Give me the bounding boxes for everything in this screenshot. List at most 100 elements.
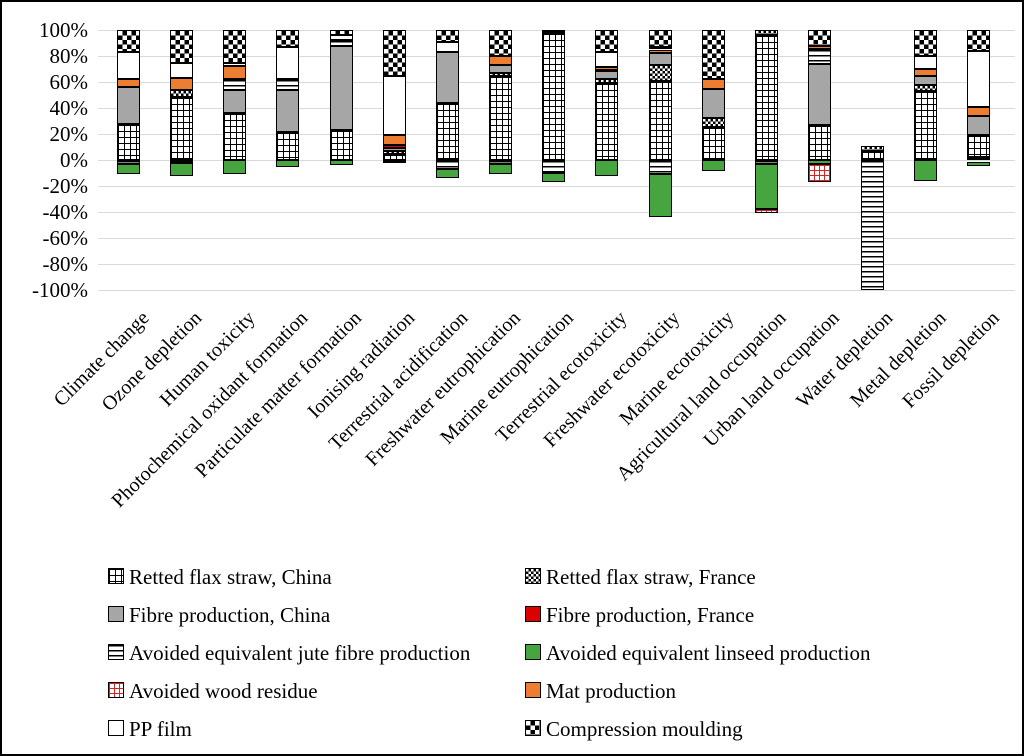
y-axis-tick-label: -40% xyxy=(42,200,89,224)
bar-segment-linseed xyxy=(117,163,140,175)
bar-segment-mat xyxy=(807,45,831,49)
y-axis-tick-label: 20% xyxy=(49,122,89,146)
bar-segment-compression xyxy=(382,30,406,76)
bar-segment-linseed xyxy=(223,160,247,174)
bar-segment-compression xyxy=(276,30,300,47)
x-axis-category-label: Fossil depletion xyxy=(897,307,1004,413)
bar-segment-mat xyxy=(223,66,247,80)
y-axis-tick-label: -100% xyxy=(32,278,88,302)
bar-segment-pp_film xyxy=(223,62,247,67)
bar-segment-compression xyxy=(701,30,725,79)
legend-label: Fibre production, China xyxy=(129,603,331,627)
legend-label: Fibre production, France xyxy=(546,603,755,627)
bar-segment-retted_china xyxy=(223,113,247,160)
bar-segment-retted_china xyxy=(329,130,353,160)
bar-segment-pp_film xyxy=(276,46,300,79)
bar-segment-jute xyxy=(329,40,353,46)
bar-segment-retted_china xyxy=(382,154,406,160)
bar-segment-retted_china xyxy=(967,135,991,158)
bar-segment-fibre_china xyxy=(223,89,247,114)
bar-segment-fibre_china xyxy=(117,87,140,124)
bar-segment-linseed xyxy=(648,174,672,218)
bar-segment-jute xyxy=(276,78,300,90)
x-axis-category-label: Photochemical oxidant formation xyxy=(107,307,313,512)
bar-segment-jute xyxy=(223,79,247,90)
bar-segment-compression xyxy=(170,30,194,63)
bar-segment-retted_france xyxy=(170,89,194,97)
bar-segment-mat xyxy=(170,78,194,90)
bar-segment-pp_film xyxy=(967,50,991,107)
bar-segment-retted_china xyxy=(861,150,885,160)
bar-segment-compression xyxy=(542,30,566,32)
bar-segment-pp_film xyxy=(170,62,194,79)
bar-segment-compression xyxy=(807,30,831,46)
bar-segment-mat xyxy=(595,67,619,70)
bar-segment-retted_france xyxy=(914,85,938,92)
bar-segment-jute xyxy=(542,160,566,173)
bar-segment-retted_france xyxy=(861,146,885,151)
legend-label: Compression moulding xyxy=(546,717,743,741)
bar-segment-pp_film xyxy=(382,75,406,136)
gridline xyxy=(98,264,1015,265)
bar-segment-retted_france xyxy=(489,72,513,77)
pp_film-pattern-swatch-icon xyxy=(108,720,124,736)
bar-segment-retted_china xyxy=(276,132,300,160)
bar-segment-retted_china xyxy=(648,80,672,160)
bar-segment-mat xyxy=(382,135,406,146)
y-axis-tick-label: -20% xyxy=(42,174,89,198)
bar-segment-retted_china xyxy=(595,83,619,160)
y-axis-tick-label: 100% xyxy=(39,18,88,42)
bar-segment-pp_film xyxy=(117,52,140,80)
fibre_france-pattern-swatch-icon xyxy=(525,606,541,622)
bar-segment-linseed xyxy=(329,160,353,166)
bar-segment-jute xyxy=(754,160,778,164)
mat-pattern-swatch-icon xyxy=(525,682,541,698)
y-axis-tick-label: 60% xyxy=(49,70,89,94)
bar-segment-fibre_china xyxy=(435,52,459,103)
gridline xyxy=(98,212,1015,213)
bar-segment-fibre_china xyxy=(914,75,938,86)
bar-segment-fibre_china xyxy=(382,147,406,151)
jute-pattern-swatch-icon xyxy=(108,644,124,660)
bar-segment-fibre_france xyxy=(382,145,406,148)
bar-segment-pp_film xyxy=(595,52,619,68)
bar-segment-wood xyxy=(754,209,778,214)
legend-label: Avoided equivalent linseed production xyxy=(546,641,871,665)
bar-segment-linseed xyxy=(967,161,991,167)
bar-segment-jute xyxy=(170,160,194,164)
bar-segment-retted_china xyxy=(542,33,566,160)
bar-segment-fibre_france xyxy=(595,69,619,72)
bar-segment-compression xyxy=(117,30,140,53)
y-axis-tick-label: 0% xyxy=(60,148,88,172)
bar-segment-retted_france xyxy=(754,30,778,36)
bar-segment-linseed xyxy=(595,160,619,177)
bar-segment-retted_china xyxy=(914,91,938,160)
bar-segment-mat xyxy=(914,69,938,76)
bar-segment-fibre_china xyxy=(489,65,513,73)
bar-segment-retted_china xyxy=(754,35,778,160)
bar-segment-jute xyxy=(435,160,459,170)
bar-segment-wood xyxy=(807,163,831,183)
bar-segment-compression xyxy=(329,30,353,35)
gridline xyxy=(98,186,1015,187)
bar-segment-linseed xyxy=(276,160,300,167)
bar-segment-pp_film xyxy=(914,56,938,69)
bar-segment-jute xyxy=(489,160,513,164)
bar-segment-retted_china xyxy=(701,126,725,160)
legend-label: PP film xyxy=(129,717,192,741)
bar-segment-retted_china xyxy=(435,102,459,160)
bar-segment-linseed xyxy=(807,160,831,164)
gridline xyxy=(98,290,1015,291)
bar-segment-jute xyxy=(648,160,672,175)
linseed-pattern-swatch-icon xyxy=(525,644,541,660)
fibre_china-pattern-swatch-icon xyxy=(108,606,124,622)
bar-segment-fibre_china xyxy=(967,115,991,136)
legend-label: Mat production xyxy=(546,679,677,703)
bar-segment-linseed xyxy=(914,160,938,181)
bar-segment-compression xyxy=(223,30,247,63)
bar-segment-linseed xyxy=(489,163,513,175)
retted_france-pattern-swatch-icon xyxy=(525,568,541,584)
bar-segment-mat xyxy=(117,79,140,88)
compression-pattern-swatch-icon xyxy=(525,720,541,736)
bar-segment-jute xyxy=(861,160,885,290)
